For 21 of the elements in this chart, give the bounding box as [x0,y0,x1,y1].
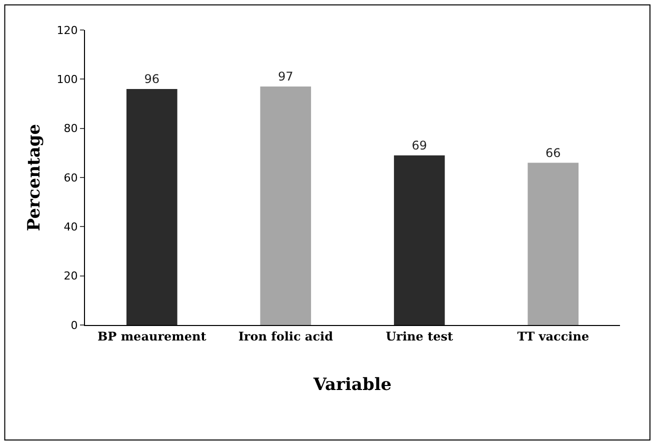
x-tick-label: BP meaurement [98,329,207,344]
bar [260,86,312,325]
data-label: 96 [144,72,160,86]
x-axis-title: Variable [312,374,392,395]
data-label: 66 [545,146,561,160]
x-tick-label: Urine test [386,329,454,344]
data-label: 69 [412,138,428,152]
data-label: 97 [278,70,294,84]
bar [126,89,178,325]
x-tick-label: TT vaccine [517,329,590,344]
bar [528,162,579,325]
y-tick-label: 40 [64,220,78,234]
y-axis-title: Percentage [24,124,44,232]
y-tick-label: 100 [56,73,78,86]
y-tick-label: 120 [56,24,78,37]
y-tick-label: 20 [64,270,78,283]
x-tick-label: Iron folic acid [238,329,334,344]
bar [394,155,445,325]
y-tick-label: 60 [64,171,78,184]
y-tick-label: 80 [64,122,78,136]
y-tick-label: 0 [70,318,78,332]
